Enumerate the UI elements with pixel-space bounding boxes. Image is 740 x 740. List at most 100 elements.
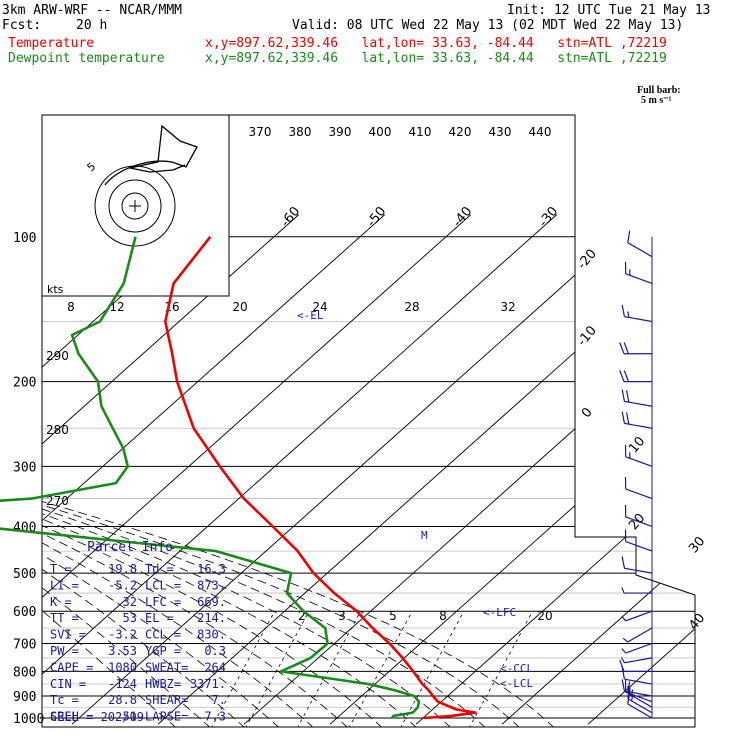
thetae-label: 20 xyxy=(232,300,247,314)
wind-barb-flag xyxy=(621,679,626,692)
isotherm-line xyxy=(415,214,695,725)
parcel-label-left: Tc = xyxy=(50,693,79,707)
parcel-value-left: -3.2 xyxy=(108,628,137,642)
thetae-label: 24 xyxy=(312,300,327,314)
wind-barb-flag xyxy=(621,615,627,622)
isotherm-label: -10 xyxy=(575,323,600,349)
parcel-value-left: 53 xyxy=(123,611,137,625)
wind-barb-staff xyxy=(625,273,653,284)
mixing-ratio-label: 5 xyxy=(389,609,397,623)
isotherm-label: -20 xyxy=(575,247,600,273)
wind-barb-flag xyxy=(619,342,625,354)
forecast-hour: 20 h xyxy=(76,18,108,33)
wind-barb-staff xyxy=(624,678,653,685)
wind-barb-staff xyxy=(625,540,653,552)
parcel-label-left: CAPE = xyxy=(50,660,93,674)
wind-barb-flag xyxy=(620,657,625,664)
pressure-tick-800: 800 xyxy=(13,665,36,680)
isotherm-line xyxy=(71,214,643,725)
parcel-value-right: 0.3 xyxy=(204,644,226,658)
theta-side-label: 280 xyxy=(46,423,69,437)
init-time: Init: 12 UTC Tue 21 May 13 xyxy=(507,3,711,18)
parcel-value-right: 3371. xyxy=(190,677,226,691)
moist-adiabat-line xyxy=(42,381,418,727)
parcel-value-right: 7. xyxy=(212,693,226,707)
theta-label: 370 xyxy=(249,125,272,139)
wind-barb-staff xyxy=(624,400,653,407)
wind-barb-flag xyxy=(619,659,625,672)
parcel-value-right: 7.3 xyxy=(204,710,226,724)
isotherm-line xyxy=(42,214,213,725)
header: 3km ARW-WRF -- NCAR/MMM Init: 12 UTC Tue… xyxy=(0,0,740,70)
parcel-value-right: 669. xyxy=(197,595,226,609)
wind-barb-staff xyxy=(625,516,653,528)
moist-adiabat-line xyxy=(42,381,555,727)
moist-adiabat-line xyxy=(42,381,280,727)
wind-barb-staff xyxy=(624,422,653,429)
temperature-profile xyxy=(164,235,477,720)
wind-barb-flag xyxy=(621,556,626,569)
dewpoint-legend: Dewpoint temperature xyxy=(8,51,165,66)
wind-barb-flag xyxy=(627,230,631,243)
parcel-info-panel: Parcel Info T = 19.8 Td = 16.3 LI = -5.2 LCL =… xyxy=(50,540,226,724)
wind-barb-staff xyxy=(627,627,653,643)
hodograph-ring xyxy=(108,179,162,233)
parcel-label-left: TT = xyxy=(50,611,79,625)
parcel-value-right: 16.3 xyxy=(197,562,226,576)
dewpoint-profile xyxy=(0,236,421,719)
theta-label: 410 xyxy=(409,125,432,139)
moist-adiabat-line xyxy=(42,381,212,727)
isotherm-line xyxy=(501,214,695,725)
wind-barb-staff xyxy=(625,488,653,500)
hodograph-ring xyxy=(121,192,149,220)
moist-adiabat-line xyxy=(42,381,177,727)
mixing-ratio-line xyxy=(348,611,413,727)
theta-label: 390 xyxy=(329,125,352,139)
parcel-value-left: -124 xyxy=(108,677,137,691)
mixing-ratio-line xyxy=(210,611,276,727)
wind-barb-staff xyxy=(627,698,653,714)
forecast-label: Fcst: xyxy=(2,18,42,33)
parcel-label-left: SREH = xyxy=(50,710,93,724)
mixing-ratio-line xyxy=(245,611,310,727)
mixing-ratio-label: 8 xyxy=(439,609,447,623)
moist-adiabat-line xyxy=(42,381,315,727)
theta-side-label: 290 xyxy=(46,349,69,363)
parcel-label-right: LAPSE= xyxy=(145,710,188,724)
isotherm-label: 0 xyxy=(579,405,596,421)
parcel-value-left: 1080 xyxy=(108,660,137,674)
theta-label: 400 xyxy=(369,125,392,139)
wind-barb-staff xyxy=(624,657,653,664)
isotherm-label: -40 xyxy=(450,204,475,230)
thetae-label: 8 xyxy=(67,300,75,314)
barb-legend: Full barb: 5 m s⁻¹ xyxy=(637,85,681,106)
frame-border xyxy=(41,114,696,728)
isotherm-label: -50 xyxy=(364,204,389,230)
mixing-ratio-line xyxy=(468,611,534,727)
theta-side-label: 270 xyxy=(46,494,69,508)
parcel-label-right: SHEAR= xyxy=(145,693,188,707)
wind-barb-flag xyxy=(621,587,625,594)
pressure-tick-500: 500 xyxy=(13,567,36,582)
parcel-value-left: 3.53 xyxy=(108,644,137,658)
wind-barb-staff xyxy=(627,242,653,258)
parcel-label-right: EL = xyxy=(145,611,174,625)
temperature-legend: Temperature xyxy=(8,36,95,51)
wind-barb-staff xyxy=(625,610,653,622)
wind-barb-flag xyxy=(626,412,630,425)
isotherm-line xyxy=(42,214,299,725)
isotherm-line xyxy=(42,214,385,725)
profile-annotation: <-LFC xyxy=(483,606,516,619)
parcel-label-right: LCL = xyxy=(145,578,181,592)
mixing-ratio-label: 3 xyxy=(338,609,346,623)
isotherm-line xyxy=(42,214,557,725)
moist-adiabat-line xyxy=(42,381,487,727)
wind-barb-flag xyxy=(626,390,630,403)
theta-label: 420 xyxy=(449,125,472,139)
parcel-value-right: 830. xyxy=(197,628,226,642)
wind-barb-flag xyxy=(622,637,629,643)
barb-legend-line1: Full barb: xyxy=(637,85,681,96)
isotherm-label: 40 xyxy=(686,611,708,633)
parcel-label-left: PW = xyxy=(50,644,79,658)
moist-adiabat-line xyxy=(42,381,383,727)
